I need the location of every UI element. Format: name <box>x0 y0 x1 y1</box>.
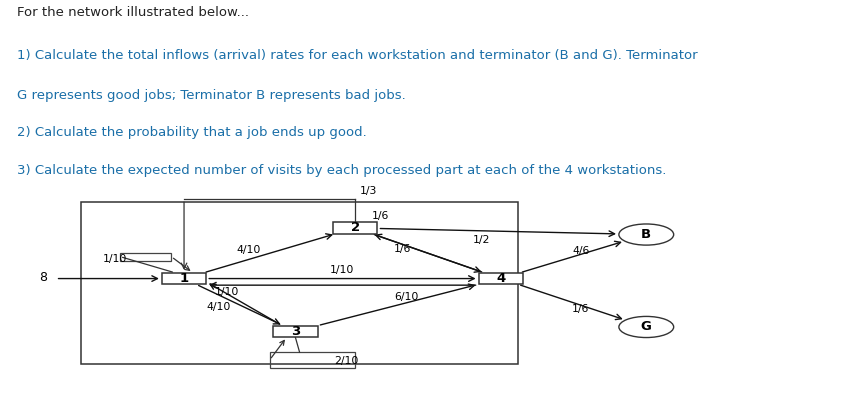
Bar <box>479 273 523 284</box>
Text: 1/10: 1/10 <box>330 265 354 275</box>
Bar <box>270 352 355 368</box>
Text: 1/3: 1/3 <box>360 185 377 196</box>
Text: 1/6: 1/6 <box>372 211 389 220</box>
Text: 1/10: 1/10 <box>215 287 239 297</box>
Text: For the network illustrated below...: For the network illustrated below... <box>17 6 249 18</box>
Text: 1/10: 1/10 <box>103 254 127 264</box>
Text: 1/2: 1/2 <box>473 235 490 245</box>
Bar <box>333 222 377 234</box>
Text: 1/6: 1/6 <box>394 244 411 254</box>
Ellipse shape <box>619 316 674 338</box>
Text: G: G <box>641 320 651 334</box>
Text: 4/6: 4/6 <box>572 246 590 257</box>
Text: 4/10: 4/10 <box>236 245 260 255</box>
Ellipse shape <box>619 224 674 245</box>
Text: 8: 8 <box>39 271 47 284</box>
Text: 2: 2 <box>351 221 360 235</box>
Text: G represents good jobs; Terminator B represents bad jobs.: G represents good jobs; Terminator B rep… <box>17 89 406 102</box>
Text: 1: 1 <box>180 272 188 285</box>
Text: 1/6: 1/6 <box>572 304 589 314</box>
Bar <box>273 326 318 337</box>
Bar <box>162 273 206 284</box>
Text: 4/10: 4/10 <box>206 302 230 312</box>
Bar <box>120 253 171 261</box>
Text: 2) Calculate the probability that a job ends up good.: 2) Calculate the probability that a job … <box>17 127 366 140</box>
Text: 1) Calculate the total inflows (arrival) rates for each workstation and terminat: 1) Calculate the total inflows (arrival)… <box>17 49 698 62</box>
Text: 6/10: 6/10 <box>395 292 419 302</box>
Text: 3) Calculate the expected number of visits by each processed part at each of the: 3) Calculate the expected number of visi… <box>17 164 667 177</box>
Text: 4: 4 <box>496 272 505 285</box>
Text: B: B <box>641 228 651 241</box>
Text: 2/10: 2/10 <box>335 356 359 366</box>
Bar <box>81 202 518 364</box>
Text: 3: 3 <box>291 325 300 338</box>
